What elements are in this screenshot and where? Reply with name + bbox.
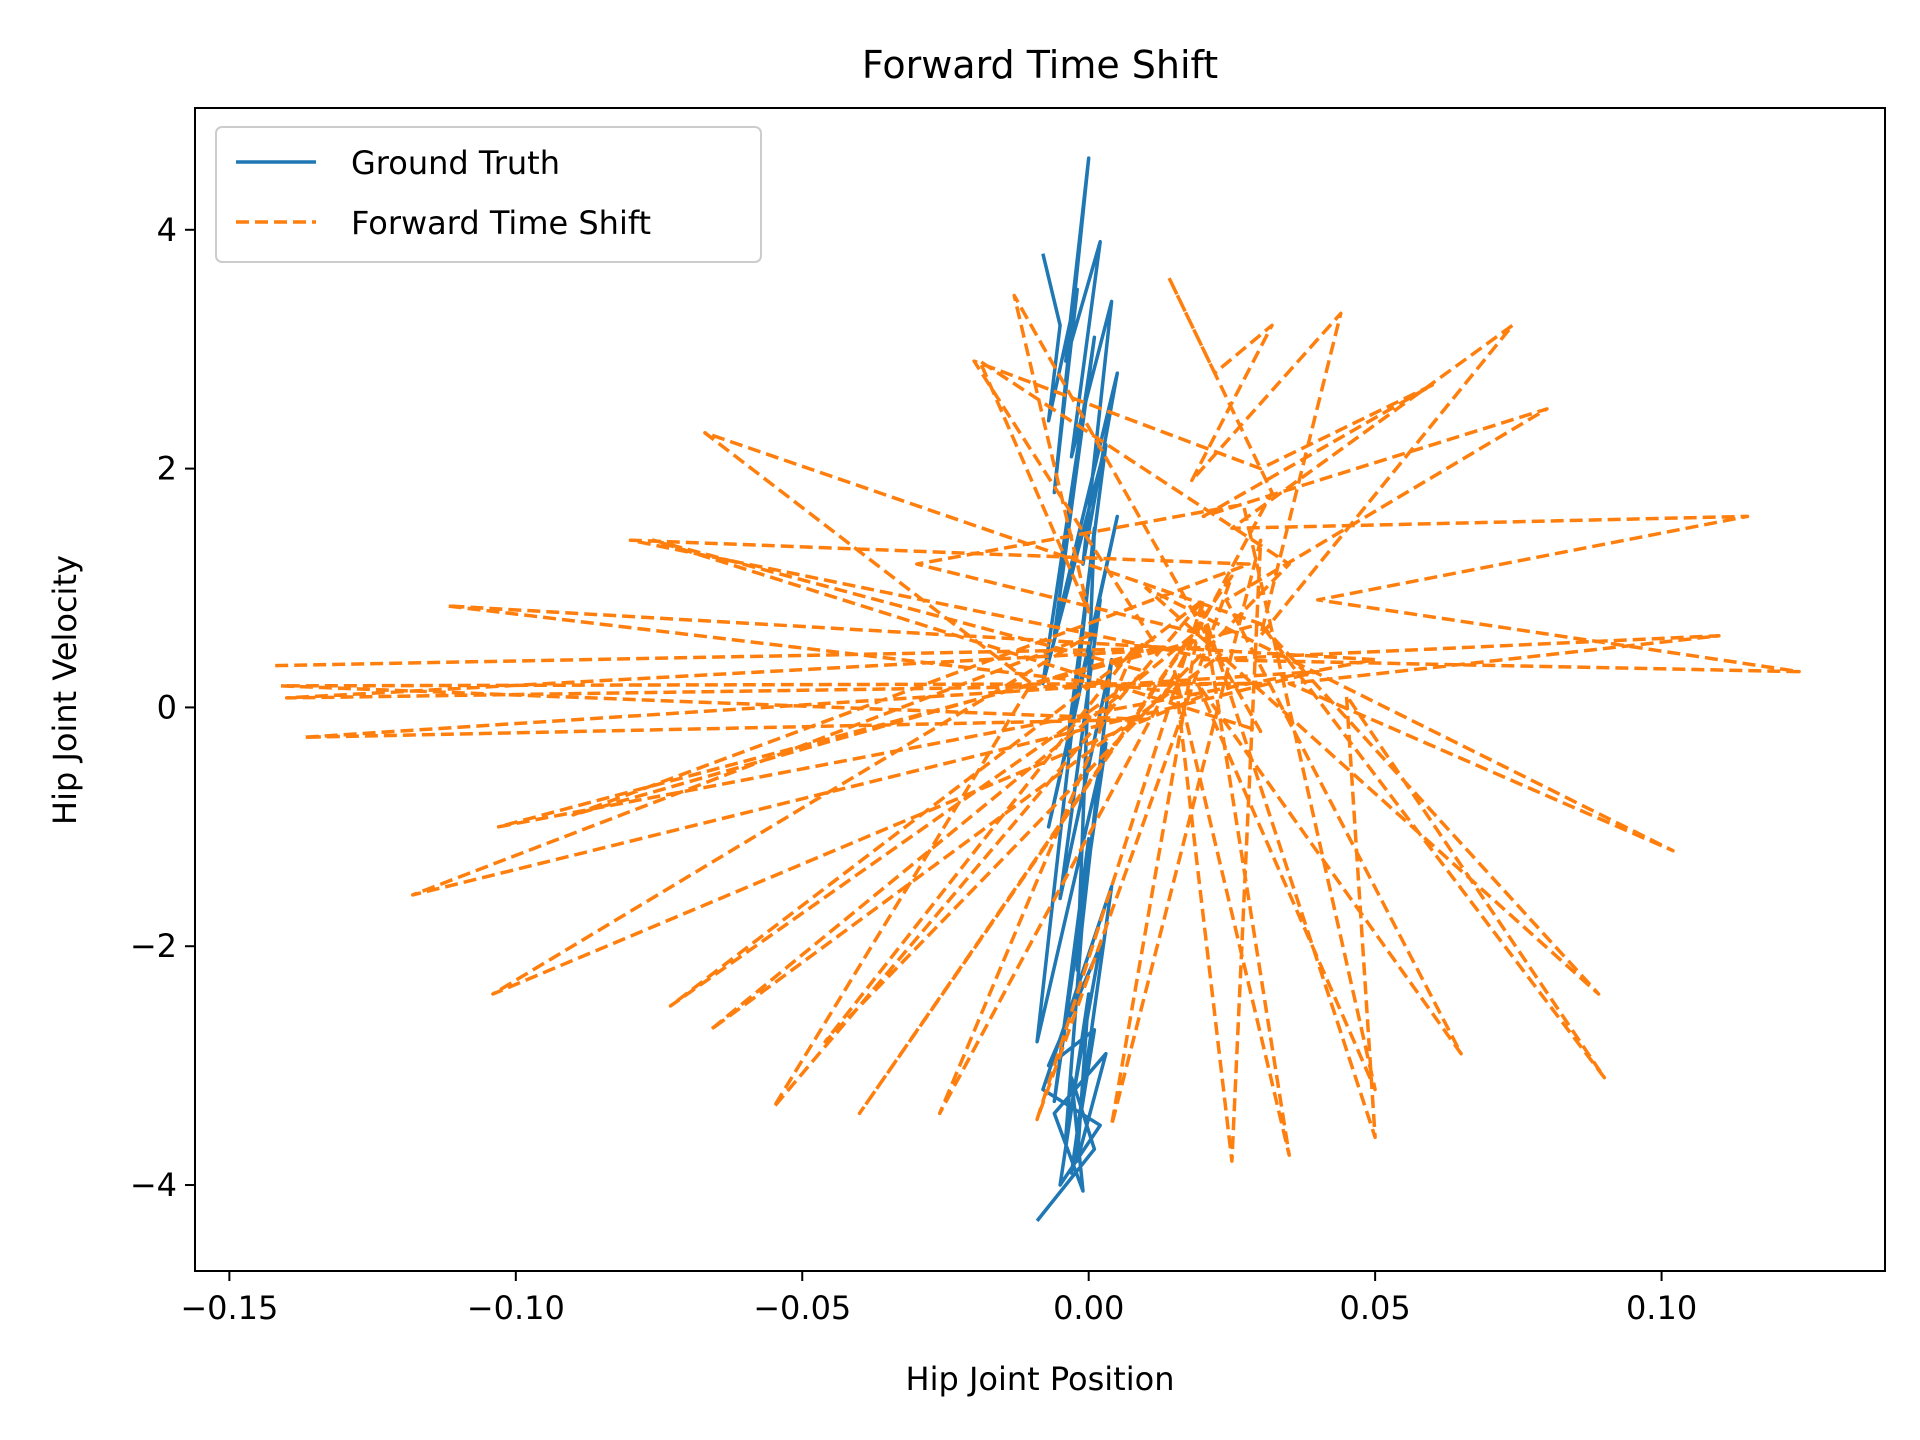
legend: Ground Truth Forward Time Shift	[215, 126, 762, 263]
series-line-ground-truth	[1035, 156, 1120, 1222]
series-line-forward-time-shift	[275, 275, 1801, 1163]
legend-label-forward-time-shift: Forward Time Shift	[351, 204, 651, 242]
y-axis-label: Hip Joint Velocity	[46, 555, 84, 825]
x-axis: −0.15 −0.10 −0.05 0.00 0.05 0.10	[180, 1271, 1697, 1327]
x-tick-label: 0.10	[1626, 1289, 1697, 1327]
x-axis-label: Hip Joint Position	[906, 1360, 1175, 1398]
y-tick-label: 4	[157, 211, 177, 249]
x-tick-label: −0.05	[753, 1289, 851, 1327]
x-tick-label: 0.05	[1340, 1289, 1411, 1327]
y-tick-label: 0	[157, 688, 177, 726]
y-axis: −4 −2 0 2 4	[130, 211, 195, 1204]
x-tick-label: −0.10	[467, 1289, 565, 1327]
series-layer	[275, 156, 1801, 1222]
legend-box	[215, 126, 762, 263]
x-tick-label: −0.15	[180, 1289, 278, 1327]
plot-frame	[194, 107, 1886, 1272]
chart-title: Forward Time Shift	[862, 43, 1218, 87]
y-tick-label: −4	[130, 1166, 177, 1204]
y-tick-label: 2	[157, 450, 177, 488]
x-tick-label: 0.00	[1053, 1289, 1124, 1327]
y-tick-label: −2	[130, 927, 177, 965]
legend-label-ground-truth: Ground Truth	[351, 144, 560, 182]
